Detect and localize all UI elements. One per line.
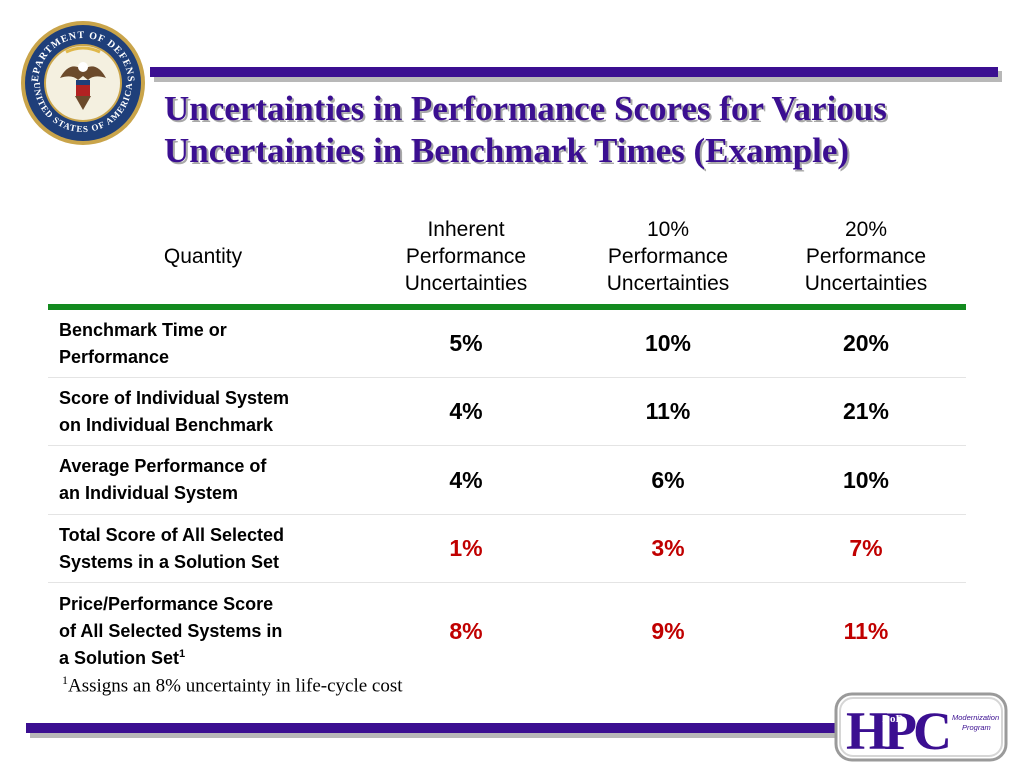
value-inherent: 4% (449, 398, 483, 424)
svg-text:Program: Program (962, 723, 991, 732)
value-inherent: 8% (449, 617, 483, 644)
top-bar (150, 67, 998, 77)
label-text: Score of Individual System (59, 387, 290, 408)
table-row: Total Score of All Selected Systems in a… (48, 515, 966, 583)
hpc-modernization-logo: HPC DoD Modernization Program (834, 692, 1008, 762)
header-text: Performance (607, 244, 729, 268)
label-text: on Individual Benchmark (59, 414, 274, 435)
label-text: a Solution Set (59, 647, 180, 668)
value-20-percent: 11% (843, 617, 889, 644)
value-20-percent: 20% (842, 330, 890, 356)
title-line-2: Uncertainties in Benchmark Times (Exampl… (164, 131, 850, 170)
table-row: Score of Individual System on Individual… (48, 378, 966, 446)
footnote: 1Assigns an 8% uncertainty in life-cycle… (62, 673, 403, 697)
label-text: Systems in a Solution Set (59, 551, 280, 572)
label-text: Total Score of All Selected (59, 524, 285, 545)
header-text: Uncertainties (606, 271, 730, 295)
row-label: Score of Individual System on Individual… (59, 378, 359, 445)
row-label: Benchmark Time or Performance (59, 310, 359, 377)
header-text: Uncertainties (404, 271, 528, 295)
label-text: Average Performance of (59, 456, 267, 476)
value-inherent: 4% (449, 466, 483, 493)
row-label: Price/Performance Score of All Selected … (59, 583, 359, 679)
value-20-percent: 21% (842, 398, 890, 424)
page-title: Uncertainties in Performance Scores for … (164, 88, 1004, 172)
row-label: Total Score of All Selected Systems in a… (59, 515, 359, 582)
header-quantity: Quantity (163, 244, 243, 268)
footnote-text: Assigns an 8% uncertainty in life-cycle … (68, 675, 403, 697)
bottom-bar (26, 723, 836, 733)
header-text: Inherent (427, 217, 505, 241)
table-row: Average Performance of an Individual Sys… (48, 446, 966, 515)
label-text: Benchmark Time or (59, 319, 227, 340)
svg-text:HPC: HPC (846, 701, 948, 761)
value-10-percent: 11% (645, 398, 691, 424)
header-20-percent: 20% Performance Uncertainties (766, 208, 966, 304)
header-inherent: Inherent Performance Uncertainties (366, 208, 566, 304)
value-10-percent: 6% (651, 466, 685, 493)
svg-text:Modernization: Modernization (952, 713, 999, 722)
label-text: Performance (59, 346, 170, 367)
header-text: 10% (646, 217, 690, 241)
header-text: Uncertainties (804, 271, 928, 295)
label-text: an Individual System (59, 483, 239, 503)
svg-text:DoD: DoD (882, 713, 903, 725)
label-text: a Solution Set1 (59, 645, 282, 672)
row-label: Average Performance of an Individual Sys… (59, 446, 359, 514)
header-10-percent: 10% Performance Uncertainties (568, 208, 768, 304)
header-text: Performance (405, 244, 527, 268)
department-of-defense-seal: DEPARTMENT OF DEFENSE UNITED STATES OF A… (20, 20, 145, 145)
value-10-percent: 10% (644, 330, 692, 356)
table-row: Price/Performance Score of All Selected … (48, 583, 966, 679)
uncertainty-table: Quantity Inherent Performance Uncertaint… (48, 208, 966, 679)
value-20-percent: 7% (849, 535, 883, 561)
title-line-1: Uncertainties in Performance Scores for … (164, 89, 887, 128)
value-10-percent: 3% (651, 535, 685, 561)
value-inherent: 5% (449, 330, 483, 356)
value-10-percent: 9% (651, 617, 685, 644)
table-header: Quantity Inherent Performance Uncertaint… (48, 208, 966, 310)
header-text: Performance (805, 244, 927, 268)
value-inherent: 1% (449, 535, 483, 561)
label-text: Price/Performance Score (59, 593, 274, 614)
header-text: 20% (844, 217, 888, 241)
footnote-marker: 1 (62, 673, 68, 687)
footnote-marker: 1 (179, 647, 186, 660)
table-row: Benchmark Time or Performance 5% 10% 20% (48, 310, 966, 378)
value-20-percent: 10% (842, 466, 890, 493)
label-text: of All Selected Systems in (59, 620, 283, 641)
